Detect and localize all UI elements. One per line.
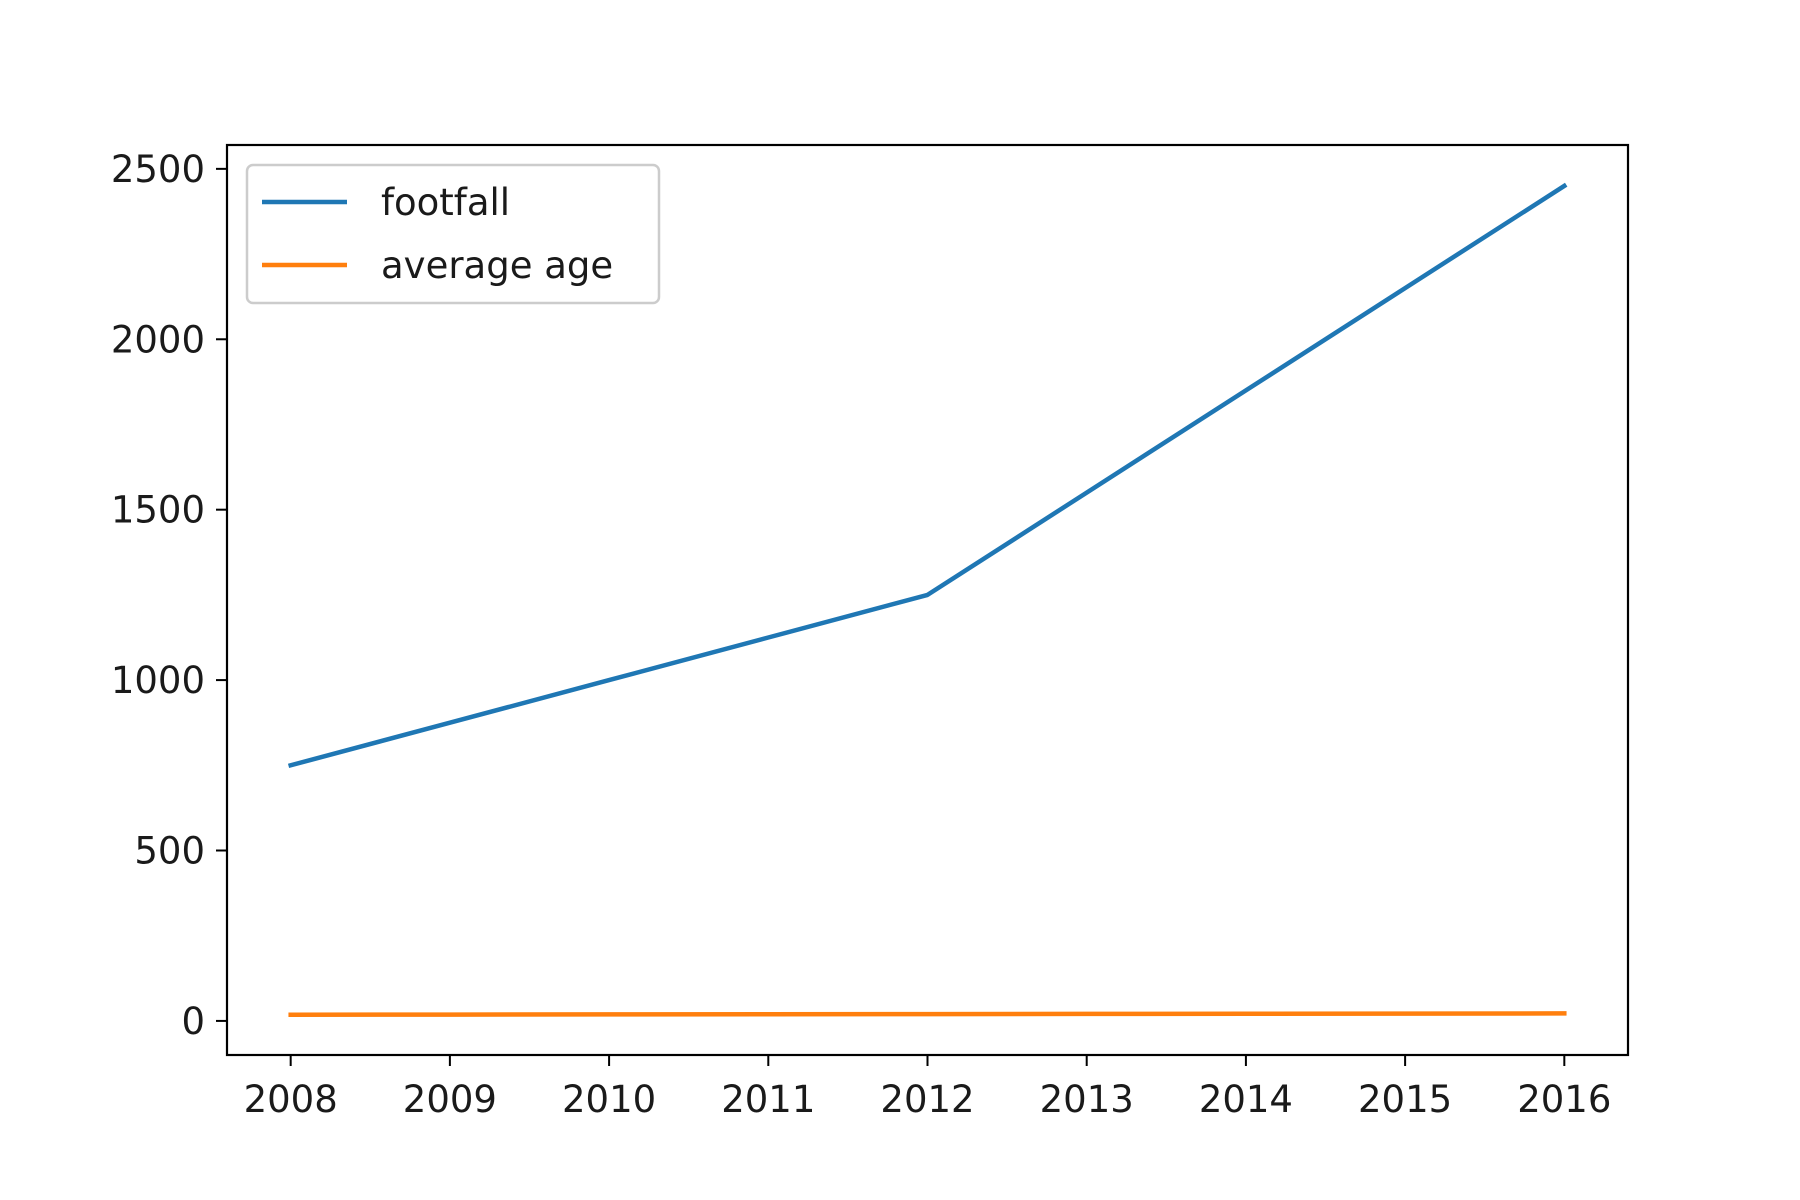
- series-layer: [287, 182, 1568, 1018]
- x-tick-label: 2012: [880, 1078, 974, 1121]
- x-tick-label: 2009: [403, 1078, 497, 1121]
- legend-label-footfall: footfall: [381, 181, 510, 224]
- x-axis-ticks: 2008 2009 2010 2011 2012 2013 2014 2015 2016: [244, 1055, 1611, 1121]
- y-tick-label: 0: [181, 1000, 205, 1043]
- x-tick-label: 2010: [562, 1078, 656, 1121]
- y-axis-ticks: 0 500 1000 1500 2000 2500: [111, 148, 227, 1043]
- y-tick-label: 2000: [111, 318, 205, 361]
- x-tick-label: 2014: [1199, 1078, 1293, 1121]
- y-tick-label: 1000: [111, 659, 205, 702]
- y-tick-label: 2500: [111, 148, 205, 191]
- x-tick-label: 2011: [721, 1078, 815, 1121]
- y-tick-label: 1500: [111, 489, 205, 532]
- legend: footfall average age: [245, 163, 661, 305]
- legend-box: [245, 163, 661, 305]
- series-line-average-age: [288, 1011, 1567, 1018]
- x-tick-label: 2016: [1517, 1078, 1611, 1121]
- x-tick-label: 2013: [1040, 1078, 1134, 1121]
- y-tick-label: 500: [134, 830, 205, 873]
- x-tick-label: 2008: [244, 1078, 338, 1121]
- x-tick-label: 2015: [1358, 1078, 1452, 1121]
- plot-area-frame: [225, 143, 1630, 1057]
- series-line-footfall: [287, 182, 1568, 769]
- legend-label-average-age: average age: [381, 244, 613, 287]
